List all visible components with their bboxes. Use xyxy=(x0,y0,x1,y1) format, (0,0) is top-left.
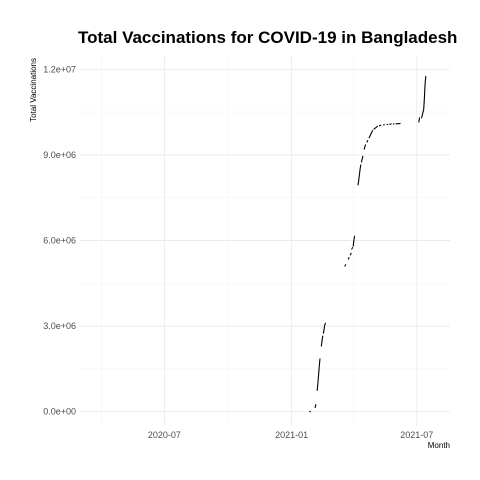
series-0-segment-7 xyxy=(349,252,352,256)
series-0-segment-16 xyxy=(378,124,382,127)
series-0-segment-13 xyxy=(366,140,369,143)
series-0-segment-15 xyxy=(373,125,378,130)
series-0-segment-8 xyxy=(351,247,354,250)
series-0-segment-23 xyxy=(421,75,427,119)
series-0-segment-10 xyxy=(357,164,362,186)
series-0-segment-6 xyxy=(347,257,350,260)
series-0-segment-9 xyxy=(352,235,356,247)
y-tick-label-4: 1.2e+07 xyxy=(43,64,76,74)
x-tick-label-0: 2020-07 xyxy=(148,430,181,440)
y-tick-label-0: 0.0e+00 xyxy=(43,407,76,417)
series-0-segment-5 xyxy=(344,264,347,267)
series-0-segment-11 xyxy=(360,155,364,163)
y-tick-label-2: 6.0e+06 xyxy=(43,236,76,246)
series-0-segment-22 xyxy=(418,117,421,123)
x-axis-ticks: 2020-07 2021-01 2021-07 xyxy=(148,430,433,440)
y-tick-label-1: 3.0e+06 xyxy=(43,321,76,331)
x-tick-label-2: 2021-07 xyxy=(400,430,433,440)
y-axis-ticks: 0.0e+00 3.0e+06 6.0e+06 9.0e+06 1.2e+07 xyxy=(43,64,76,416)
series-0-segment-4 xyxy=(322,322,327,334)
series-0-segment-2 xyxy=(316,358,321,391)
x-tick-label-1: 2021-01 xyxy=(275,430,308,440)
y-axis-label: Total Vaccinations xyxy=(29,58,38,122)
x-axis-label: Month xyxy=(428,441,450,450)
series-0-segment-14 xyxy=(368,130,374,139)
series-layer xyxy=(309,75,427,413)
chart-title: Total Vaccinations for COVID-19 in Bangl… xyxy=(78,28,457,47)
series-0-segment-12 xyxy=(363,144,367,150)
series-0-segment-3 xyxy=(320,335,324,347)
y-tick-label-3: 9.0e+06 xyxy=(43,150,76,160)
series-0-segment-1 xyxy=(314,404,317,408)
major-gridlines xyxy=(80,55,450,426)
